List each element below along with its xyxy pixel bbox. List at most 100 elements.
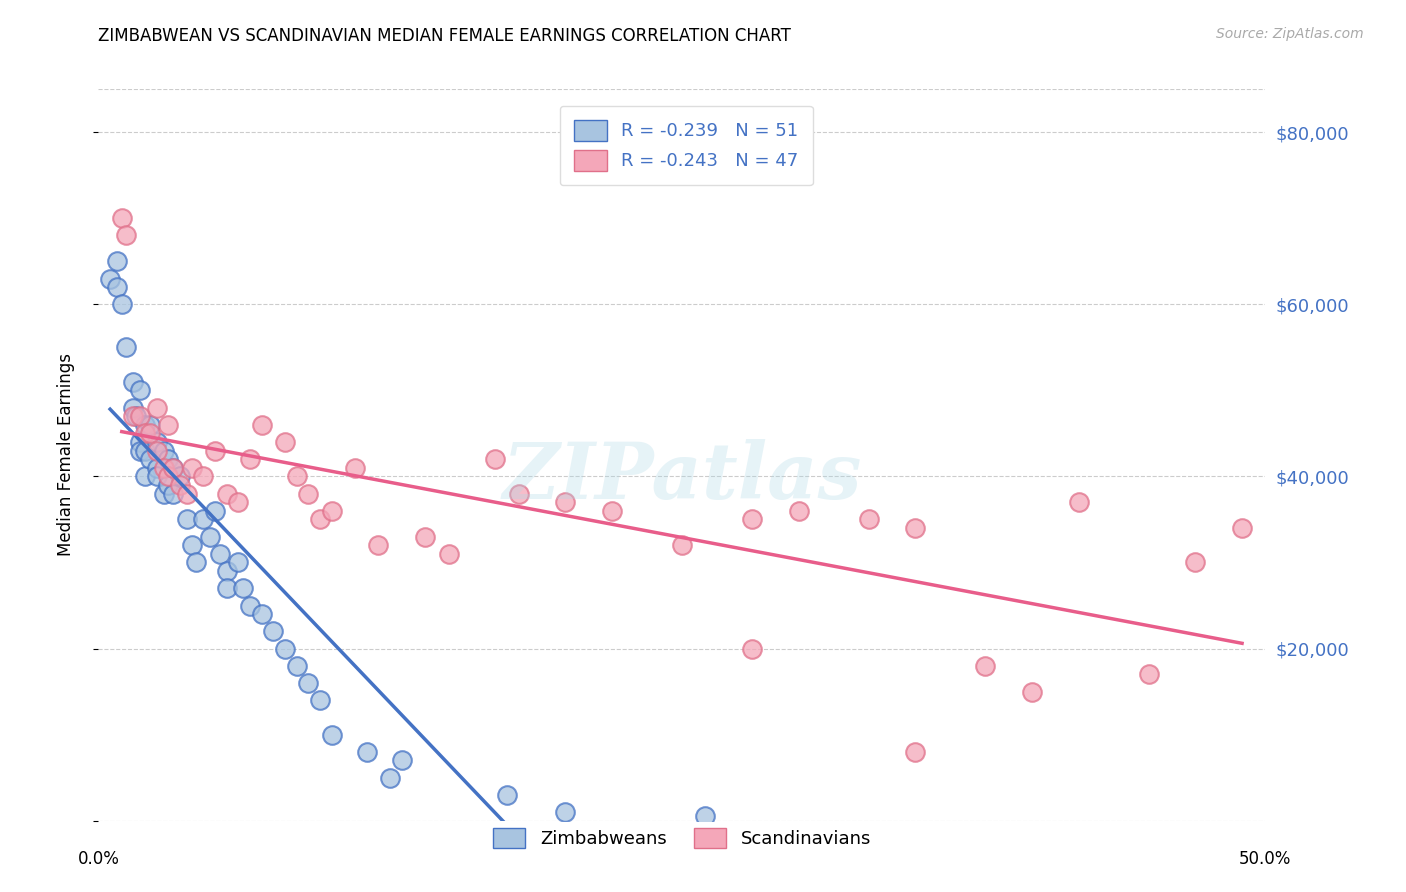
Point: [176, 486, 198, 500]
Point: [157, 478, 180, 492]
Point: [129, 443, 152, 458]
Point: [239, 599, 262, 613]
Point: [134, 417, 156, 432]
Point: [152, 443, 174, 458]
Point: [600, 504, 623, 518]
Text: 50.0%: 50.0%: [1239, 850, 1292, 868]
Point: [162, 460, 184, 475]
Point: [309, 512, 332, 526]
Point: [484, 452, 506, 467]
Point: [152, 460, 174, 475]
Text: ZIPatlas: ZIPatlas: [502, 439, 862, 515]
Point: [125, 409, 148, 424]
Point: [437, 547, 460, 561]
Point: [1184, 556, 1206, 570]
Point: [228, 495, 250, 509]
Point: [554, 805, 576, 819]
Point: [169, 478, 191, 492]
Point: [321, 504, 343, 518]
Text: Source: ZipAtlas.com: Source: ZipAtlas.com: [1216, 27, 1364, 41]
Point: [495, 788, 517, 802]
Point: [162, 460, 184, 475]
Point: [157, 452, 180, 467]
Point: [139, 426, 162, 441]
Point: [554, 495, 576, 509]
Point: [180, 538, 202, 552]
Point: [122, 401, 145, 415]
Point: [215, 582, 238, 596]
Point: [321, 728, 343, 742]
Point: [98, 271, 121, 285]
Point: [134, 469, 156, 483]
Point: [391, 753, 413, 767]
Point: [129, 435, 152, 450]
Point: [228, 556, 250, 570]
Point: [262, 624, 284, 639]
Point: [413, 530, 436, 544]
Point: [378, 771, 402, 785]
Point: [146, 469, 169, 483]
Point: [297, 486, 319, 500]
Point: [152, 486, 174, 500]
Point: [215, 486, 238, 500]
Point: [157, 469, 180, 483]
Point: [111, 211, 134, 226]
Point: [139, 417, 162, 432]
Point: [250, 607, 273, 621]
Point: [129, 409, 152, 424]
Y-axis label: Median Female Earnings: Median Female Earnings: [56, 353, 75, 557]
Point: [274, 641, 297, 656]
Point: [367, 538, 389, 552]
Point: [139, 452, 162, 467]
Point: [309, 693, 332, 707]
Point: [250, 417, 273, 432]
Point: [1137, 667, 1160, 681]
Point: [134, 426, 156, 441]
Point: [741, 512, 763, 526]
Point: [134, 443, 156, 458]
Point: [193, 469, 215, 483]
Point: [787, 504, 810, 518]
Point: [111, 297, 134, 311]
Point: [285, 658, 308, 673]
Point: [193, 512, 215, 526]
Point: [186, 556, 208, 570]
Legend: Zimbabweans, Scandinavians: Zimbabweans, Scandinavians: [478, 814, 886, 863]
Point: [208, 547, 231, 561]
Point: [904, 745, 927, 759]
Point: [671, 538, 693, 552]
Point: [169, 469, 191, 483]
Point: [146, 443, 169, 458]
Point: [115, 228, 138, 243]
Point: [122, 375, 145, 389]
Point: [974, 658, 997, 673]
Point: [1021, 684, 1043, 698]
Text: 0.0%: 0.0%: [77, 850, 120, 868]
Point: [176, 512, 198, 526]
Point: [146, 401, 169, 415]
Point: [157, 417, 180, 432]
Text: ZIMBABWEAN VS SCANDINAVIAN MEDIAN FEMALE EARNINGS CORRELATION CHART: ZIMBABWEAN VS SCANDINAVIAN MEDIAN FEMALE…: [98, 27, 792, 45]
Point: [858, 512, 880, 526]
Point: [204, 443, 226, 458]
Point: [508, 486, 530, 500]
Point: [232, 582, 254, 596]
Point: [741, 641, 763, 656]
Point: [904, 521, 927, 535]
Point: [1067, 495, 1090, 509]
Point: [344, 460, 367, 475]
Point: [105, 254, 128, 268]
Point: [105, 280, 128, 294]
Point: [285, 469, 308, 483]
Point: [239, 452, 262, 467]
Point: [122, 409, 145, 424]
Point: [215, 564, 238, 578]
Point: [356, 745, 378, 759]
Point: [200, 530, 222, 544]
Point: [162, 486, 184, 500]
Point: [695, 809, 717, 823]
Point: [274, 435, 297, 450]
Point: [146, 460, 169, 475]
Point: [180, 460, 202, 475]
Point: [297, 676, 319, 690]
